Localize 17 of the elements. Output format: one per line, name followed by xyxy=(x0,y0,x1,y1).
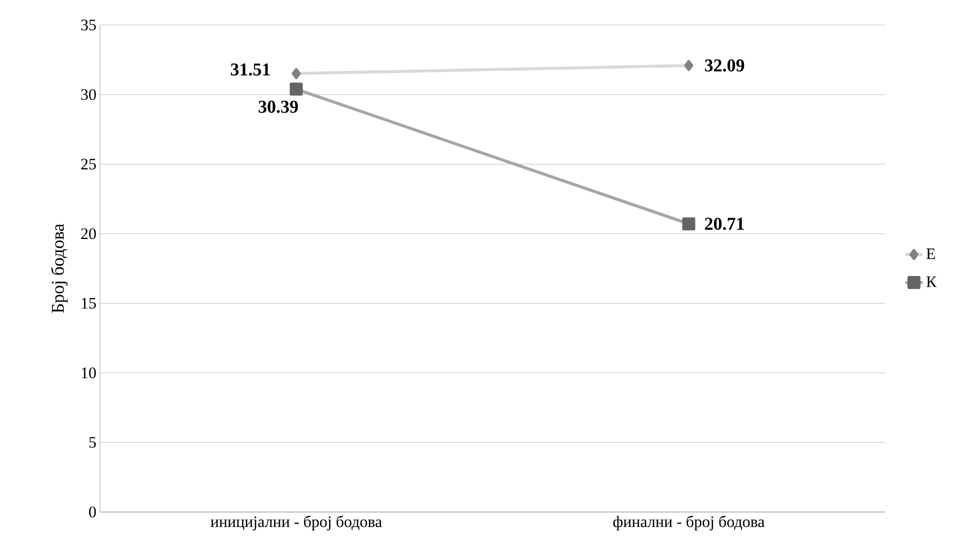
y-tick-label: 25 xyxy=(81,158,96,170)
y-tick-label: 0 xyxy=(89,506,96,518)
legend-label: К xyxy=(926,276,937,287)
legend-label: Е xyxy=(926,248,935,259)
y-tick-label: 5 xyxy=(89,437,96,448)
x-tick-label: финални - број бодова xyxy=(613,516,765,530)
data-label: 32.09 xyxy=(704,59,744,72)
y-tick-label: 15 xyxy=(82,298,96,309)
x-tick-label: иницијални - број бодова xyxy=(210,516,382,530)
data-label: 20.71 xyxy=(705,218,744,230)
y-tick-label: 35 xyxy=(81,20,96,30)
y-tick-label: 20 xyxy=(81,228,96,240)
y-tick-label: 10 xyxy=(82,367,96,378)
data-label: 30.39 xyxy=(258,100,298,113)
y-tick-label: 30 xyxy=(81,89,96,100)
data-label: 31.51 xyxy=(230,63,270,76)
y-axis-title: Број бодова xyxy=(50,224,68,313)
